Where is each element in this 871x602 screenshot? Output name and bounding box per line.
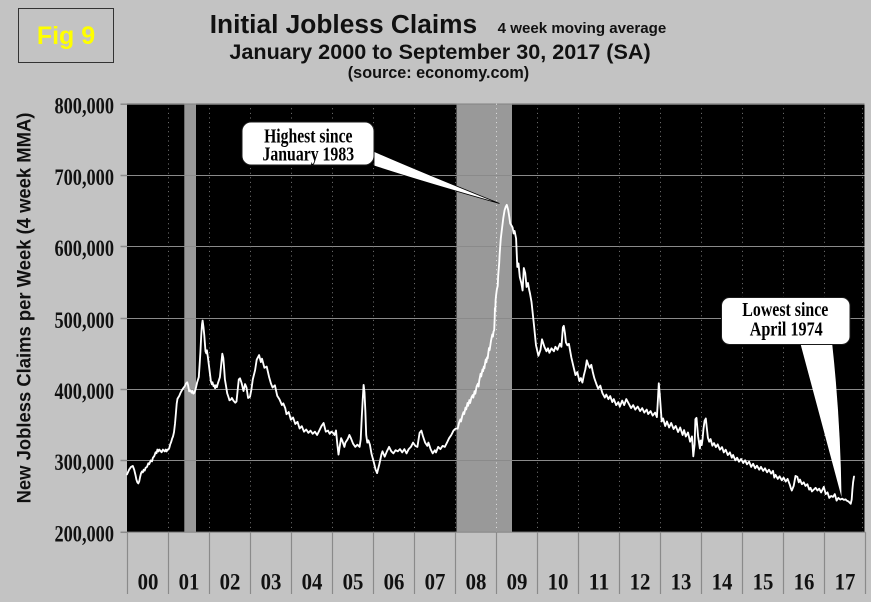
svg-text:Highest since: Highest since xyxy=(264,126,352,148)
svg-text:09: 09 xyxy=(507,570,528,595)
svg-text:17: 17 xyxy=(835,570,856,595)
svg-text:02: 02 xyxy=(220,570,241,595)
svg-text:13: 13 xyxy=(671,570,692,595)
svg-text:New Jobless Claims per Week (4: New Jobless Claims per Week (4 week MMA) xyxy=(14,113,36,504)
svg-text:January 1983: January 1983 xyxy=(263,144,355,166)
svg-text:10: 10 xyxy=(548,570,569,595)
svg-text:03: 03 xyxy=(261,570,282,595)
svg-text:04: 04 xyxy=(302,570,323,595)
svg-text:300,000: 300,000 xyxy=(55,450,115,476)
svg-text:16: 16 xyxy=(794,570,815,595)
svg-text:06: 06 xyxy=(384,570,405,595)
svg-text:April 1974: April 1974 xyxy=(750,319,823,341)
svg-text:600,000: 600,000 xyxy=(55,236,115,262)
svg-text:14: 14 xyxy=(712,570,733,595)
svg-text:00: 00 xyxy=(138,570,159,595)
svg-text:800,000: 800,000 xyxy=(55,94,115,120)
svg-text:12: 12 xyxy=(630,570,651,595)
svg-text:11: 11 xyxy=(589,570,610,595)
svg-text:07: 07 xyxy=(425,570,446,595)
svg-text:500,000: 500,000 xyxy=(55,308,115,334)
svg-text:08: 08 xyxy=(466,570,487,595)
svg-text:400,000: 400,000 xyxy=(55,379,115,405)
svg-text:Lowest since: Lowest since xyxy=(742,299,828,321)
svg-text:200,000: 200,000 xyxy=(55,522,115,548)
svg-text:05: 05 xyxy=(343,570,364,595)
svg-text:700,000: 700,000 xyxy=(55,165,115,191)
svg-text:01: 01 xyxy=(179,570,200,595)
svg-text:15: 15 xyxy=(753,570,774,595)
